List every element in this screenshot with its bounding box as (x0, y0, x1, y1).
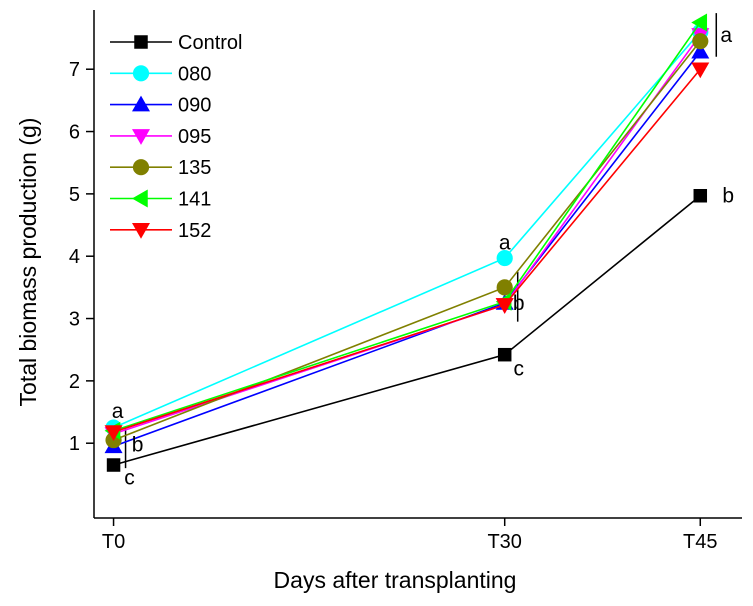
x-tick-label: T30 (487, 531, 521, 553)
x-tick-label: T45 (683, 531, 717, 553)
y-tick-label: 2 (69, 371, 80, 393)
y-tick-label: 7 (69, 59, 80, 81)
legend-item-135: 135 (110, 157, 211, 179)
legend-label: 095 (178, 126, 211, 148)
legend-item-152: 152 (110, 220, 211, 242)
legend-marker (132, 95, 150, 112)
series-control (106, 188, 708, 472)
data-point (691, 13, 708, 32)
y-tick-label: 6 (69, 122, 80, 144)
significance-letter: c (513, 357, 524, 380)
significance-letter: a (499, 231, 511, 254)
data-point (106, 458, 121, 472)
legend-label: Control (178, 32, 242, 54)
legend-label: 135 (178, 157, 211, 179)
legend-item-control: Control (110, 32, 242, 54)
legend-item-080: 080 (110, 63, 211, 85)
y-axis-title: Total biomass production (g) (15, 118, 41, 407)
y-tick-label: 3 (69, 309, 80, 331)
data-point (495, 298, 514, 314)
y-tick-label: 1 (69, 433, 80, 455)
significance-letter: b (513, 292, 525, 315)
legend-label: 090 (178, 95, 211, 117)
legend-item-095: 095 (110, 126, 211, 148)
axes: 1 2 3 4 5 6 7 T0 T30 T45 (69, 10, 742, 553)
data-point (691, 62, 710, 79)
x-axis-title: Days after transplanting (274, 567, 517, 593)
legend-label: 141 (178, 189, 211, 211)
data-point (693, 188, 708, 203)
data-point (104, 425, 123, 441)
significance-letter: b (132, 433, 144, 456)
legend-marker (132, 223, 150, 239)
series-layer (104, 13, 710, 472)
y-tick-label: 5 (69, 184, 80, 206)
significance-letter: b (722, 185, 734, 208)
significance-letter: a (112, 400, 124, 423)
legend-marker (132, 189, 148, 208)
data-point (497, 347, 512, 362)
legend-marker (132, 129, 150, 145)
legend: Control 080 090 095 135 141 152 (110, 32, 242, 242)
series-152 (104, 62, 710, 441)
data-point (496, 249, 513, 267)
significance-letter: c (124, 466, 135, 489)
legend-label: 152 (178, 220, 211, 242)
legend-marker (134, 35, 148, 49)
legend-label: 080 (178, 63, 211, 85)
legend-marker (132, 159, 150, 176)
data-point (691, 42, 710, 59)
significance-letter: a (720, 24, 732, 47)
y-tick-label: 4 (69, 246, 80, 268)
legend-item-090: 090 (110, 95, 211, 117)
legend-marker (132, 65, 150, 82)
x-tick-label: T0 (102, 531, 125, 553)
legend-item-141: 141 (110, 189, 211, 211)
series-line (113, 68, 701, 433)
data-point (692, 33, 709, 50)
data-point (496, 279, 513, 296)
